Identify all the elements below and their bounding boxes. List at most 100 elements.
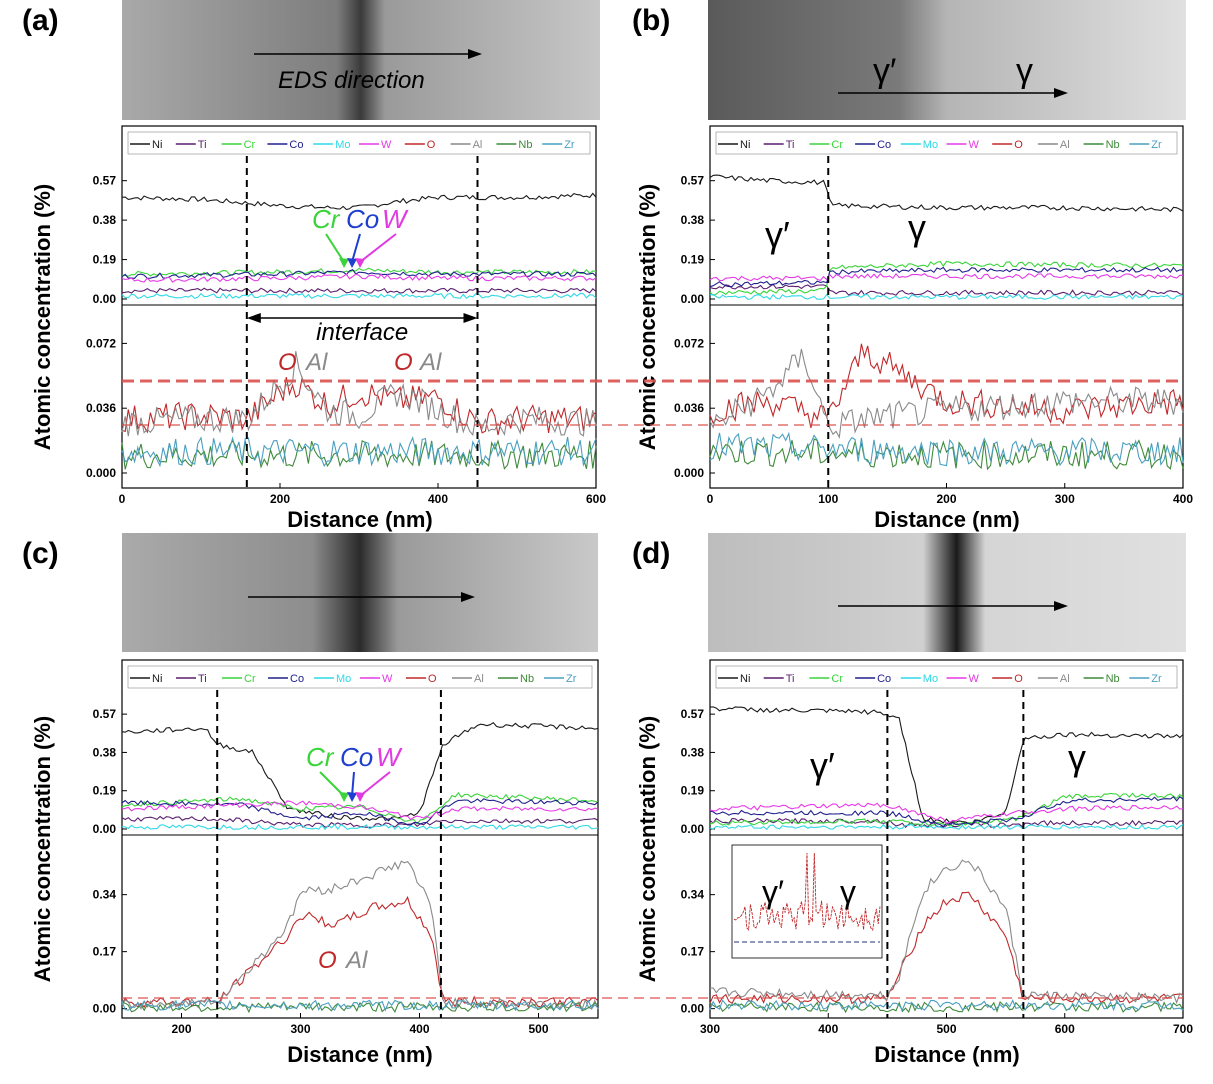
x-tick-label: 0 xyxy=(119,492,126,506)
x-tick-label: 200 xyxy=(936,492,956,506)
series-line-w xyxy=(709,272,1183,282)
inset-series-line xyxy=(733,852,881,932)
legend-label-cr: Cr xyxy=(831,673,843,685)
legend-label-ti: Ti xyxy=(786,673,795,685)
element-arrow-head xyxy=(355,792,365,802)
eds-direction-caption: EDS direction xyxy=(278,67,425,94)
plot-frame xyxy=(709,659,1184,1019)
panel-b: γ′ γ (b) Ni Ti Cr Co Mo W O Al Nb Zr 0.57 0.38 0.19 0.00… xyxy=(632,0,1193,532)
legend-label-al: Al xyxy=(1060,673,1070,685)
plot-frame xyxy=(121,125,597,489)
legend-box xyxy=(715,131,1178,155)
element-label-al: Al xyxy=(418,349,442,376)
y-tick-label: 0.34 xyxy=(681,888,705,902)
series-line-zr xyxy=(709,999,1184,1012)
x-axis-label: Distance (nm) xyxy=(287,1042,432,1067)
x-tick-label: 400 xyxy=(428,492,448,506)
series-line-zr xyxy=(121,436,597,468)
y-tick-label: 0.00 xyxy=(681,1002,705,1016)
legend-box xyxy=(715,665,1178,689)
series-line-al xyxy=(121,351,597,437)
element-label-cr: Cr xyxy=(306,742,335,772)
legend-label-ni: Ni xyxy=(740,139,750,151)
y-tick-label: 0.38 xyxy=(681,745,705,759)
x-tick-label: 300 xyxy=(700,1022,720,1036)
panel-label: (b) xyxy=(632,4,670,37)
x-tick-label: 500 xyxy=(528,1022,548,1036)
legend-label-al: Al xyxy=(473,139,483,151)
legend-label-w: W xyxy=(969,139,980,151)
legend-label-mo: Mo xyxy=(335,139,350,151)
micrograph-image xyxy=(708,533,1186,652)
element-label-w: W xyxy=(382,204,409,234)
legend-label-ni: Ni xyxy=(740,673,750,685)
series-line-mo xyxy=(709,823,1184,831)
x-axis-label: Distance (nm) xyxy=(874,507,1019,532)
y-tick-label: 0.34 xyxy=(93,888,117,902)
element-label-co: Co xyxy=(340,742,373,772)
legend-label-w: W xyxy=(382,673,393,685)
series-line-nb xyxy=(709,1000,1184,1014)
element-label-al: Al xyxy=(344,947,368,974)
eds-arrow-head xyxy=(1054,601,1068,611)
panel-c: (c)Ni Ti Cr Co Mo W O Al Nb Zr0.570.380.190.000.3… xyxy=(22,533,599,1067)
series-line-co xyxy=(121,269,597,279)
gamma-label: γ xyxy=(908,207,926,248)
series-line-ni xyxy=(121,721,599,822)
x-tick-label: 400 xyxy=(818,1022,838,1036)
legend-label-o: O xyxy=(428,673,437,685)
legend-label-cr: Cr xyxy=(244,139,256,151)
legend-label-zr: Zr xyxy=(1151,673,1162,685)
x-tick-label: 100 xyxy=(818,492,838,506)
element-arrow-line xyxy=(359,771,391,797)
micrograph-image xyxy=(708,0,1186,120)
y-tick-label: 0.57 xyxy=(681,174,705,188)
y-tick-label: 0.00 xyxy=(681,822,705,836)
y-tick-label: 0.17 xyxy=(93,945,117,959)
element-label-co: Co xyxy=(346,204,379,234)
series-line-mo xyxy=(121,823,599,831)
legend-label-nb: Nb xyxy=(1106,139,1120,151)
legend-label-w: W xyxy=(381,139,392,151)
series-line-ni xyxy=(121,192,597,211)
series-line-cr xyxy=(122,267,597,277)
series-line-ni xyxy=(709,706,1184,825)
series-line-nb xyxy=(121,439,597,470)
eds-arrow-head xyxy=(1054,88,1068,98)
element-arrow-line xyxy=(359,233,397,263)
x-tick-label: 400 xyxy=(1173,492,1193,506)
legend-label-zr: Zr xyxy=(566,673,577,685)
y-tick-label: 0.38 xyxy=(681,213,705,227)
x-tick-label: 300 xyxy=(1055,492,1075,506)
gamma-prime-image-label: γ′ xyxy=(873,52,896,90)
element-arrow-line xyxy=(351,233,361,263)
y-tick-label: 0.00 xyxy=(93,1002,117,1016)
element-label-w: W xyxy=(376,742,403,772)
legend-label-mo: Mo xyxy=(923,673,938,685)
y-tick-label: 0.00 xyxy=(93,822,117,836)
legend-label-mo: Mo xyxy=(923,139,938,151)
series-line-al xyxy=(709,859,1184,1005)
panel-d: (d) Ni Ti Cr Co Mo W O Al Nb Zr 0.57 0.38 0.19 0.00 0.3… xyxy=(632,533,1193,1067)
legend-label-o: O xyxy=(1014,139,1023,151)
series-line-ti xyxy=(709,817,1184,829)
legend-label-ti: Ti xyxy=(198,673,207,685)
x-tick-label: 200 xyxy=(171,1022,191,1036)
x-tick-label: 0 xyxy=(707,492,714,506)
legend-label-ni: Ni xyxy=(152,673,162,685)
x-axis-label: Distance (nm) xyxy=(874,1042,1019,1067)
legend-label-co: Co xyxy=(289,139,303,151)
series-line-nb xyxy=(709,438,1184,471)
series-line-al xyxy=(121,860,599,1011)
eds-arrow-head xyxy=(461,592,475,602)
legend-label-ti: Ti xyxy=(786,139,795,151)
x-tick-label: 600 xyxy=(1055,1022,1075,1036)
y-tick-label: 0.036 xyxy=(86,401,116,415)
y-tick-label: 0.38 xyxy=(93,213,117,227)
micrograph-image xyxy=(122,0,600,120)
y-axis-label: Atomic concentration (%) xyxy=(30,716,55,982)
legend-label-co: Co xyxy=(290,673,304,685)
x-tick-label: 400 xyxy=(409,1022,429,1036)
x-axis-label: Distance (nm) xyxy=(287,507,432,532)
legend-label-zr: Zr xyxy=(564,139,575,151)
